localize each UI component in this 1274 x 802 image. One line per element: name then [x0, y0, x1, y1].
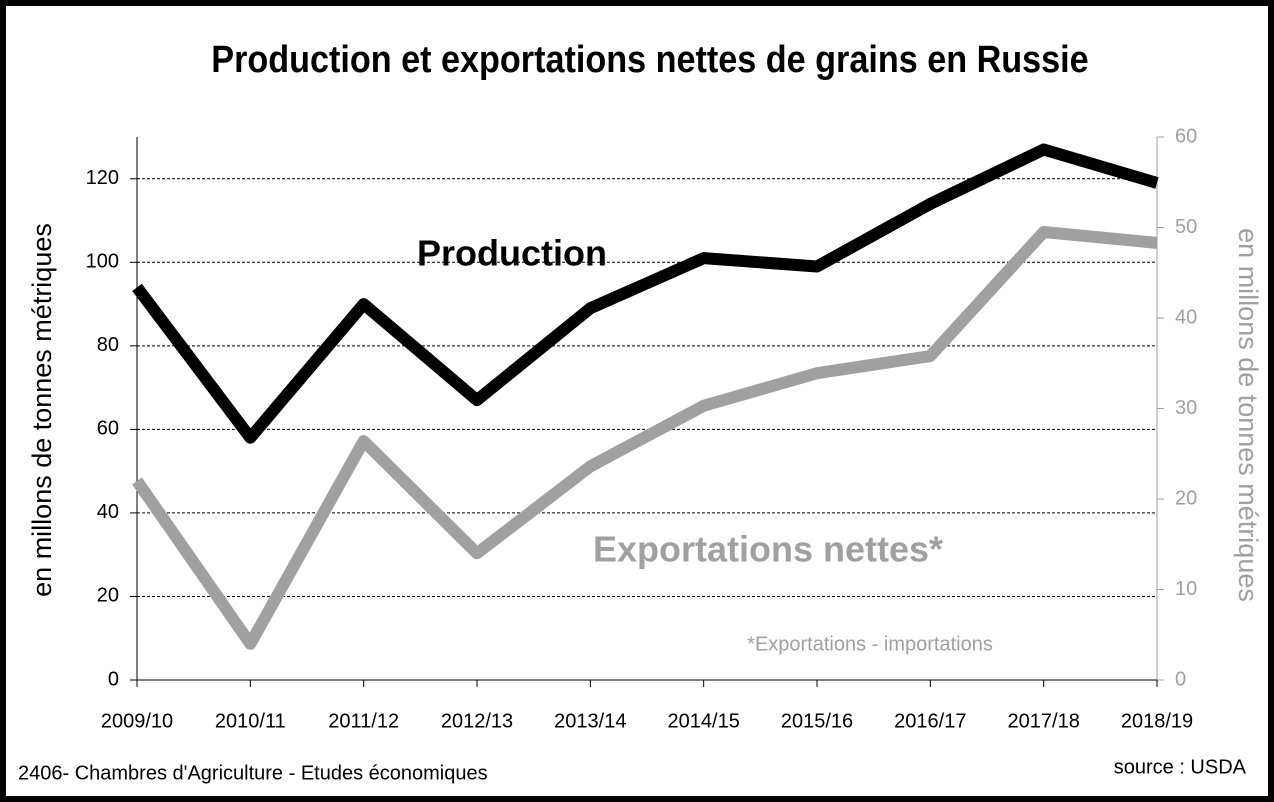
x-tick-label: 2011/12 [328, 710, 399, 732]
y2-tick-label: 50 [1175, 216, 1197, 238]
y-tick-label: 80 [97, 334, 119, 356]
y2-tick-label: 40 [1175, 306, 1197, 328]
x-tick-label: 2014/15 [668, 710, 740, 732]
y-tick-label: 0 [108, 668, 119, 690]
source: source : USDA [1114, 756, 1247, 778]
y-tick-label: 100 [86, 251, 119, 273]
y-tick-label: 40 [97, 501, 119, 523]
x-tick-label: 2017/18 [1008, 710, 1080, 732]
series-line [132, 143, 1159, 444]
y2-tick-label: 30 [1175, 397, 1197, 419]
chart-title: Production et exportations nettes de gra… [211, 37, 1088, 80]
y2-tick-label: 0 [1175, 668, 1186, 690]
annotation: *Exportations - importations [747, 633, 993, 655]
y-tick-label: 120 [86, 167, 119, 189]
x-tick-label: 2009/10 [101, 710, 173, 732]
x-tick-label: 2010/11 [215, 710, 286, 732]
y-axis-label: en millons de tonnes métriques [27, 223, 57, 597]
y2-tick-label: 20 [1175, 487, 1197, 509]
x-tick-label: 2012/13 [441, 710, 513, 732]
y2-tick-label: 10 [1175, 578, 1197, 600]
series-label: Production [417, 233, 607, 274]
x-tick-label: 2018/19 [1121, 710, 1193, 732]
y2-tick-label: 60 [1175, 125, 1197, 147]
footer: 2406- Chambres d'Agriculture - Etudes éc… [18, 762, 488, 784]
x-tick-label: 2016/17 [894, 710, 966, 732]
x-tick-label: 2015/16 [781, 710, 853, 732]
y-tick-label: 20 [97, 585, 119, 607]
series-label: Exportations nettes* [593, 529, 943, 570]
y2-axis-label: en millons de tonnes métriques [1233, 228, 1263, 602]
series-line [132, 226, 1158, 650]
x-tick-label: 2013/14 [554, 710, 626, 732]
y-tick-label: 60 [97, 418, 119, 440]
